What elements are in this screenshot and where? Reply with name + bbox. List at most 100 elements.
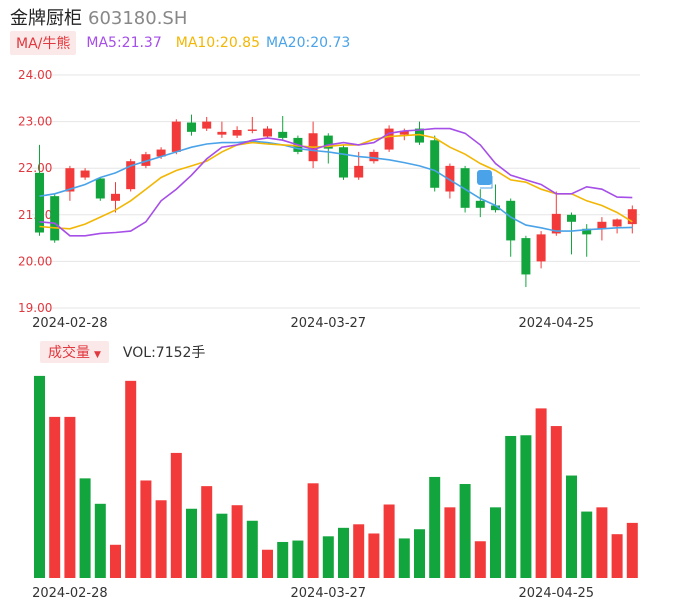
candle-up xyxy=(263,128,272,137)
ma10-line xyxy=(39,133,633,230)
price-tick-label: 19.00 xyxy=(18,301,52,315)
candle-up xyxy=(141,154,151,166)
candle-down xyxy=(567,214,576,222)
price-tick-label: 22.00 xyxy=(18,161,52,175)
candle-up xyxy=(171,121,181,152)
volume-bar-down xyxy=(505,435,517,578)
volume-date-label: 2024-03-27 xyxy=(291,586,367,601)
candle-down xyxy=(187,122,196,132)
volume-bar-up xyxy=(49,416,61,578)
price-tick-label: 23.00 xyxy=(18,115,52,129)
ma-indicator-tab[interactable]: MA/牛熊 xyxy=(10,31,77,55)
volume-bar-up xyxy=(64,416,76,578)
candle-up xyxy=(247,129,257,131)
volume-bar-down xyxy=(581,511,593,578)
candle-down xyxy=(582,228,592,235)
volume-bar-down xyxy=(186,508,197,578)
price-tick-label: 24.00 xyxy=(18,68,52,82)
volume-legend: 成交量 ▼ VOL:7152手 xyxy=(40,341,205,363)
price-date-axis: 2024-02-28 2024-03-27 2024-04-25 xyxy=(32,316,594,331)
news-marker-corner xyxy=(480,176,493,189)
volume-bar-up xyxy=(155,500,167,578)
volume-bar-down xyxy=(459,484,471,578)
candle-up xyxy=(612,219,622,227)
volume-bar-up xyxy=(626,522,638,578)
volume-date-axis: 2024-02-28 2024-03-27 2024-04-25 xyxy=(32,586,594,601)
volume-bar-up xyxy=(307,483,319,578)
candle-up xyxy=(551,213,561,234)
stock-code: 603180.SH xyxy=(88,8,188,29)
candle-down xyxy=(339,147,348,178)
ma10-value: MA10:20.85 xyxy=(175,35,261,51)
ma20-line xyxy=(39,140,633,232)
candle-down xyxy=(491,205,500,211)
ma-legend: MA/牛熊 MA5:21.37 MA10:20.85 MA20:20.73 xyxy=(10,31,350,55)
candle-down xyxy=(521,238,531,275)
candle-up xyxy=(232,129,242,136)
volume-value: VOL:7152手 xyxy=(122,345,206,361)
volume-bar-up xyxy=(353,524,365,578)
candle-down xyxy=(475,200,485,208)
volume-bar-up xyxy=(368,533,380,578)
volume-bar-up xyxy=(550,426,562,578)
price-date-label: 2024-02-28 xyxy=(32,316,108,331)
volume-bar-down xyxy=(246,520,258,578)
volume-bar-down xyxy=(414,529,425,578)
candle-up xyxy=(156,149,166,157)
volume-date-label: 2024-04-25 xyxy=(519,586,595,601)
volume-bar-down xyxy=(566,475,577,578)
volume-bar-up xyxy=(140,480,152,578)
candle-up xyxy=(369,151,379,162)
candle-up xyxy=(445,165,455,192)
volume-bar-up xyxy=(474,541,486,578)
candle-up xyxy=(384,128,394,150)
candle-down xyxy=(50,196,60,241)
volume-bars xyxy=(34,375,638,578)
volume-bar-up xyxy=(231,505,243,578)
candle-up xyxy=(536,234,546,262)
volume-bar-up xyxy=(611,534,623,578)
volume-bar-down xyxy=(398,538,410,578)
price-tick-label: 20.00 xyxy=(18,254,52,268)
candle-down xyxy=(430,140,440,188)
candle-up xyxy=(111,193,120,201)
candle-up xyxy=(627,209,637,225)
volume-indicator-label: 成交量 xyxy=(48,345,90,361)
volume-indicator-dropdown[interactable]: 成交量 ▼ xyxy=(40,341,109,363)
volume-bar-down xyxy=(490,507,501,578)
price-date-label: 2024-04-25 xyxy=(519,316,595,331)
candle-down xyxy=(506,200,516,241)
volume-bar-up xyxy=(444,507,456,578)
volume-bar-down xyxy=(520,435,532,578)
volume-bar-up xyxy=(535,408,547,578)
candle-down xyxy=(278,131,288,138)
volume-bar-up xyxy=(596,507,608,578)
volume-bar-up xyxy=(201,486,213,578)
candle-up xyxy=(597,221,607,229)
annotation-marker[interactable] xyxy=(477,170,493,189)
candle-up xyxy=(65,168,75,192)
candle-up xyxy=(354,165,364,178)
candle-down xyxy=(35,172,44,233)
news-marker-icon[interactable] xyxy=(477,170,492,185)
candle-up xyxy=(80,170,90,178)
volume-bar-down xyxy=(277,541,289,578)
volume-bar-down xyxy=(79,478,91,578)
candle-up xyxy=(399,130,409,135)
volume-bar-up xyxy=(383,504,395,578)
ma20-value: MA20:20.73 xyxy=(266,35,351,51)
dropdown-arrow-icon: ▼ xyxy=(94,350,101,360)
candle-down xyxy=(415,128,424,143)
volume-bar-down xyxy=(292,540,304,578)
volume-bar-up xyxy=(170,452,182,578)
stock-name: 金牌厨柜 xyxy=(10,8,82,29)
candle-down xyxy=(323,135,333,149)
candle-up xyxy=(202,121,212,129)
volume-bar-down xyxy=(94,503,106,578)
ma5-value: MA5:21.37 xyxy=(86,35,162,51)
volume-date-label: 2024-02-28 xyxy=(32,586,108,601)
candle-up xyxy=(126,161,136,190)
volume-bar-down xyxy=(322,536,334,578)
volume-bar-down xyxy=(34,375,45,578)
